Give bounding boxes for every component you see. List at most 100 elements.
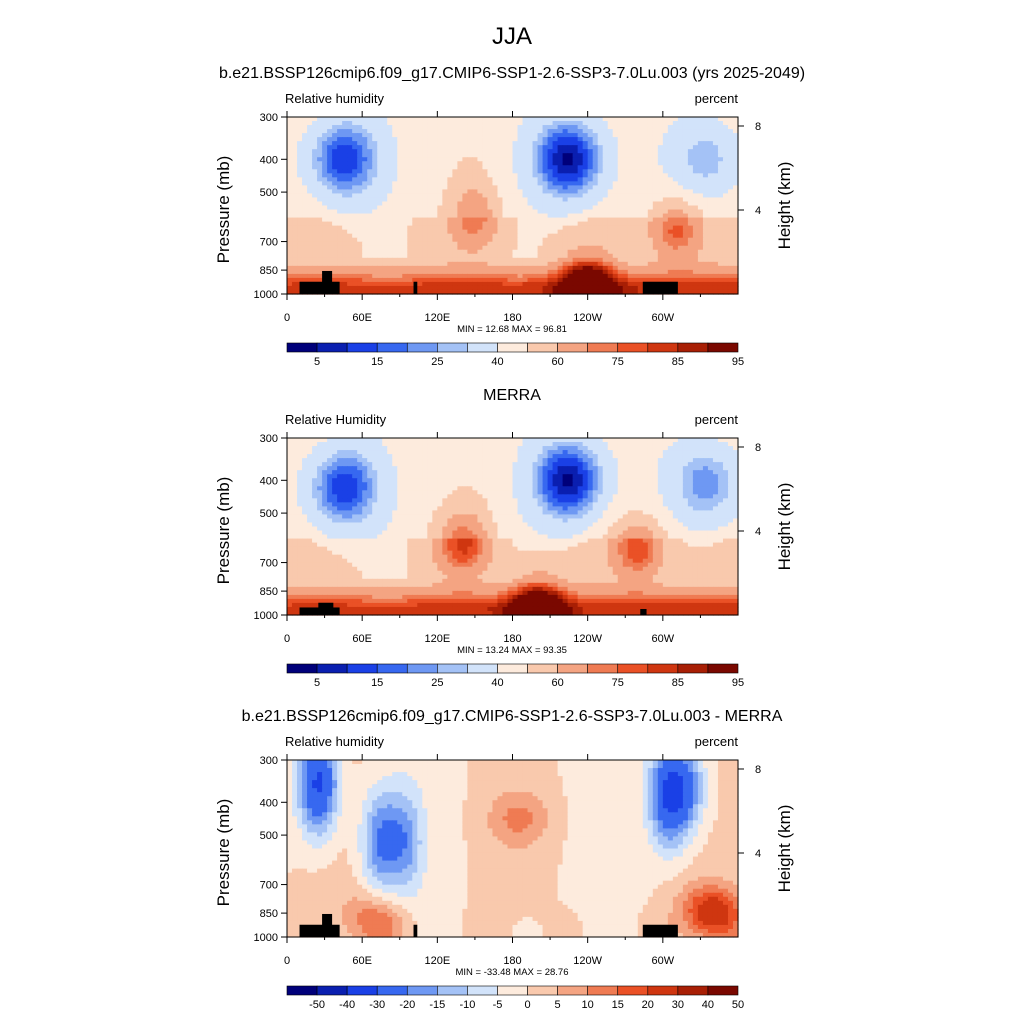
- colorbar-swatch: [406, 663, 438, 674]
- colorbar-swatch: [677, 985, 709, 996]
- colorbar-label: 75: [612, 356, 624, 368]
- colorbar-label: 75: [612, 677, 624, 689]
- colorbar-swatch: [617, 663, 649, 674]
- panel-3: b.e21.BSSP126cmip6.f09_g17.CMIP6-SSP1-2.…: [214, 708, 794, 1011]
- longitude-tick-label: 60W: [652, 633, 675, 645]
- variable-label: Relative Humidity: [285, 412, 387, 427]
- pressure-tick-label: 700: [260, 880, 278, 892]
- colorbar-swatch: [346, 985, 378, 996]
- height-tick-label: 8: [755, 442, 761, 454]
- colorbar-label: 40: [702, 999, 714, 1011]
- longitude-tick-label: 120E: [424, 633, 450, 645]
- contour-field: [287, 117, 739, 295]
- longitude-tick-label: 180: [503, 955, 521, 967]
- topography: [299, 913, 678, 937]
- height-tick-label: 4: [755, 205, 761, 217]
- colorbar-swatch: [647, 342, 679, 353]
- colorbar-swatch: [467, 342, 498, 353]
- topography-block-2: [318, 602, 334, 615]
- units-label: percent: [695, 412, 739, 427]
- longitude-tick-label: 0: [284, 312, 290, 324]
- colorbar-swatch: [437, 342, 468, 353]
- pressure-axis-label: Pressure (mb): [214, 156, 233, 264]
- colorbar-label: 20: [642, 999, 654, 1011]
- units-label: percent: [695, 91, 739, 106]
- colorbar-label: 15: [371, 356, 383, 368]
- colorbar-label: 40: [491, 356, 503, 368]
- colorbar-label: -10: [459, 999, 475, 1011]
- colorbar-label: 60: [551, 356, 563, 368]
- contour-field: [287, 438, 739, 616]
- topography: [299, 270, 678, 294]
- colorbar-label: -20: [399, 999, 415, 1011]
- colorbar-label: -50: [309, 999, 325, 1011]
- pressure-tick-label: 1000: [254, 289, 278, 301]
- min-max-stats: MIN = 12.68 MAX = 96.81: [457, 324, 567, 335]
- topography-block-1: [299, 281, 340, 294]
- longitude-tick-label: 0: [284, 955, 290, 967]
- colorbar-swatch: [707, 985, 739, 996]
- colorbar-label: 60: [551, 677, 563, 689]
- colorbar-swatch: [286, 663, 318, 674]
- min-max-stats: MIN = -33.48 MAX = 28.76: [455, 967, 568, 978]
- longitude-tick-label: 120W: [573, 955, 602, 967]
- colorbar-swatch: [346, 342, 378, 353]
- pressure-tick-label: 400: [260, 475, 278, 487]
- colorbar-label: 15: [371, 677, 383, 689]
- colorbar-swatch: [346, 663, 378, 674]
- pressure-tick-label: 850: [260, 908, 278, 920]
- colorbar-swatch: [527, 985, 558, 996]
- pressure-tick-label: 500: [260, 830, 278, 842]
- longitude-tick-label: 60E: [352, 633, 372, 645]
- colorbar-swatch: [677, 663, 709, 674]
- colorbar-swatch: [376, 663, 408, 674]
- colorbar-swatch: [647, 985, 679, 996]
- height-tick-label: 8: [755, 121, 761, 133]
- colorbar-label: 30: [672, 999, 684, 1011]
- pressure-tick-label: 300: [260, 112, 278, 124]
- pressure-tick-label: 300: [260, 433, 278, 445]
- colorbar-label: 85: [672, 356, 684, 368]
- topography-block-2: [322, 270, 333, 294]
- colorbar-swatch: [497, 985, 528, 996]
- colorbar-swatch: [527, 663, 558, 674]
- pressure-axis-label: Pressure (mb): [214, 799, 233, 907]
- variable-label: Relative humidity: [285, 734, 384, 749]
- colorbar-label: 5: [555, 999, 561, 1011]
- colorbar-swatch: [527, 342, 558, 353]
- colorbar-swatch: [557, 663, 588, 674]
- panel-1: b.e21.BSSP126cmip6.f09_g17.CMIP6-SSP1-2.…: [214, 65, 805, 368]
- colorbar-swatch: [587, 663, 619, 674]
- pressure-axis-label: Pressure (mb): [214, 477, 233, 585]
- longitude-tick-label: 180: [503, 633, 521, 645]
- colorbar-label: 95: [732, 356, 744, 368]
- colorbar-swatch: [497, 663, 528, 674]
- colorbar-swatch: [557, 985, 588, 996]
- colorbar-swatch: [677, 342, 709, 353]
- colorbar-label: -15: [429, 999, 445, 1011]
- colorbar-label: 50: [732, 999, 744, 1011]
- longitude-tick-label: 60E: [352, 955, 372, 967]
- topography-block-4: [642, 924, 678, 937]
- height-tick-label: 4: [755, 848, 761, 860]
- colorbar-swatch: [406, 342, 438, 353]
- pressure-tick-label: 1000: [254, 610, 278, 622]
- colorbar-swatch: [617, 985, 649, 996]
- colorbar-label: 25: [431, 356, 443, 368]
- pressure-tick-label: 850: [260, 586, 278, 598]
- height-axis-label: Height (km): [775, 162, 794, 250]
- colorbar-label: 85: [672, 677, 684, 689]
- colorbar-label: -30: [369, 999, 385, 1011]
- colorbar-swatch: [437, 663, 468, 674]
- height-axis-label: Height (km): [775, 483, 794, 571]
- colorbar-label: 40: [491, 677, 503, 689]
- colorbar-swatch: [376, 985, 408, 996]
- units-label: percent: [695, 734, 739, 749]
- longitude-tick-label: 0: [284, 633, 290, 645]
- colorbar-swatch: [587, 342, 619, 353]
- colorbar-label: 95: [732, 677, 744, 689]
- colorbar: -50 -40 -30 -20 -15 -10 -5 0 5 10 15 20 30 40 50: [286, 985, 744, 1011]
- colorbar-swatch: [316, 342, 348, 353]
- colorbar-swatch: [497, 342, 528, 353]
